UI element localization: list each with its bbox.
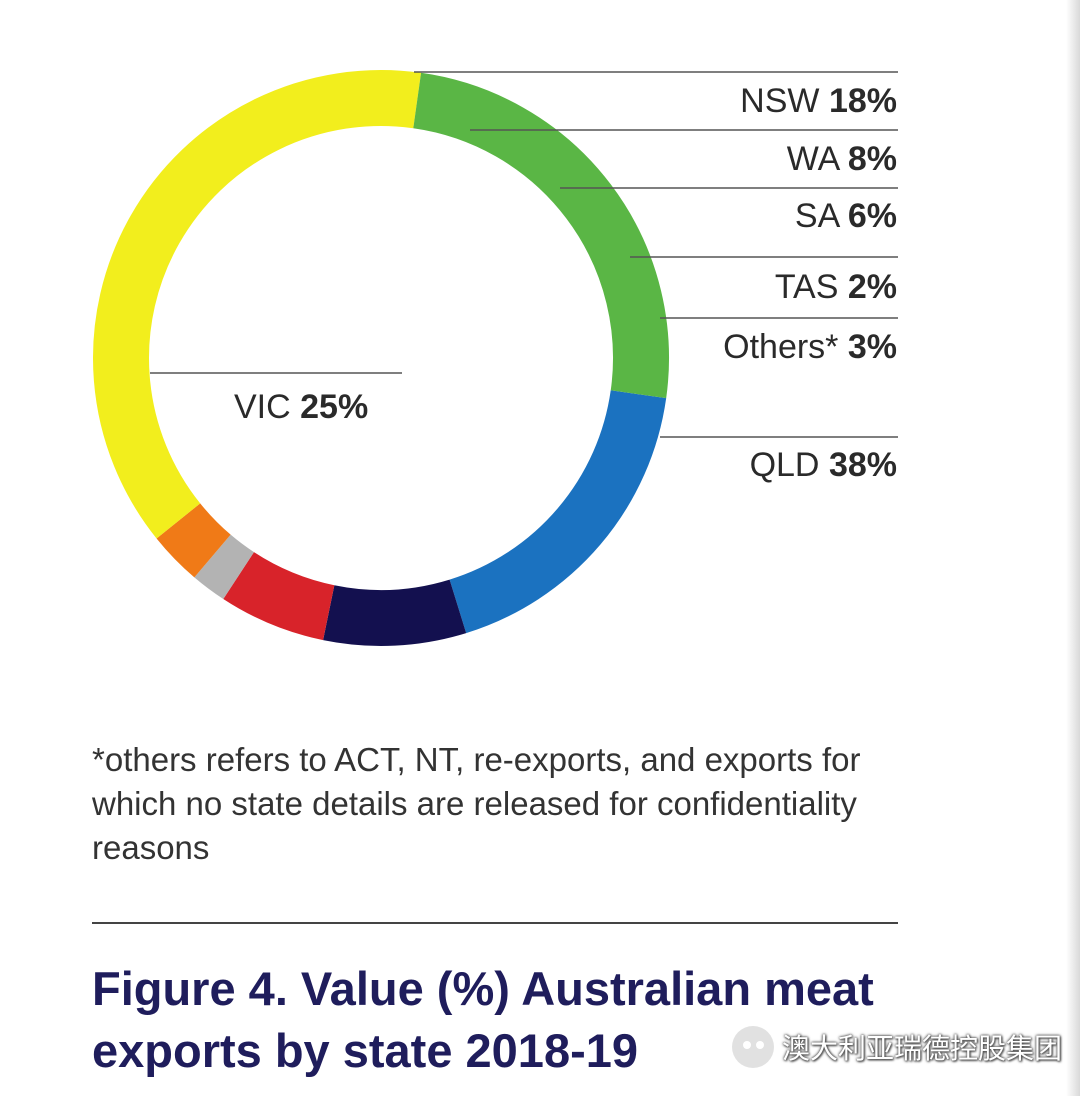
chart-segments [93,70,669,646]
label-vic: VIC 25% [234,390,368,424]
segment-sa [223,551,335,641]
label-nsw-state: NSW [740,82,829,120]
label-vic-pct: 25% [300,388,369,426]
wechat-icon [732,1026,774,1068]
leader-lines [150,71,898,438]
segment-wa [323,579,467,646]
segment-others [156,502,232,578]
label-tas-pct: 2% [847,268,897,306]
label-qld-state: QLD [749,446,829,484]
label-others-pct: 3% [847,328,897,366]
edge-shadow [1066,0,1080,1096]
label-wa-pct: 8% [847,140,897,178]
label-sa-pct: 6% [847,197,897,235]
segment-qld [93,70,422,539]
label-others: Others* 3% [723,330,897,364]
watermark-text: 澳大利亚瑞德控股集团 [782,1032,1063,1065]
label-nsw: NSW 18% [740,84,897,118]
label-tas: TAS 2% [775,270,897,304]
label-qld: QLD 38% [750,448,897,482]
footnote: *others refers to ACT, NT, re-exports, a… [92,741,861,866]
label-sa-state: SA [794,197,848,235]
label-wa: WA 8% [787,142,897,176]
divider [92,922,898,924]
watermark: 澳大利亚瑞德控股集团 [732,1026,1062,1068]
segment-vic [412,72,669,399]
figure-title: Figure 4. Value (%) Australian meat expo… [92,962,874,1077]
label-qld-pct: 38% [828,446,897,484]
label-vic-state: VIC [234,388,301,426]
segment-tas [194,534,255,599]
label-wa-state: WA [786,140,848,178]
label-nsw-pct: 18% [828,82,897,120]
label-others-state: Others* [723,328,848,366]
label-sa: SA 6% [795,199,897,233]
label-tas-state: TAS [774,268,848,306]
segment-nsw [449,389,667,634]
